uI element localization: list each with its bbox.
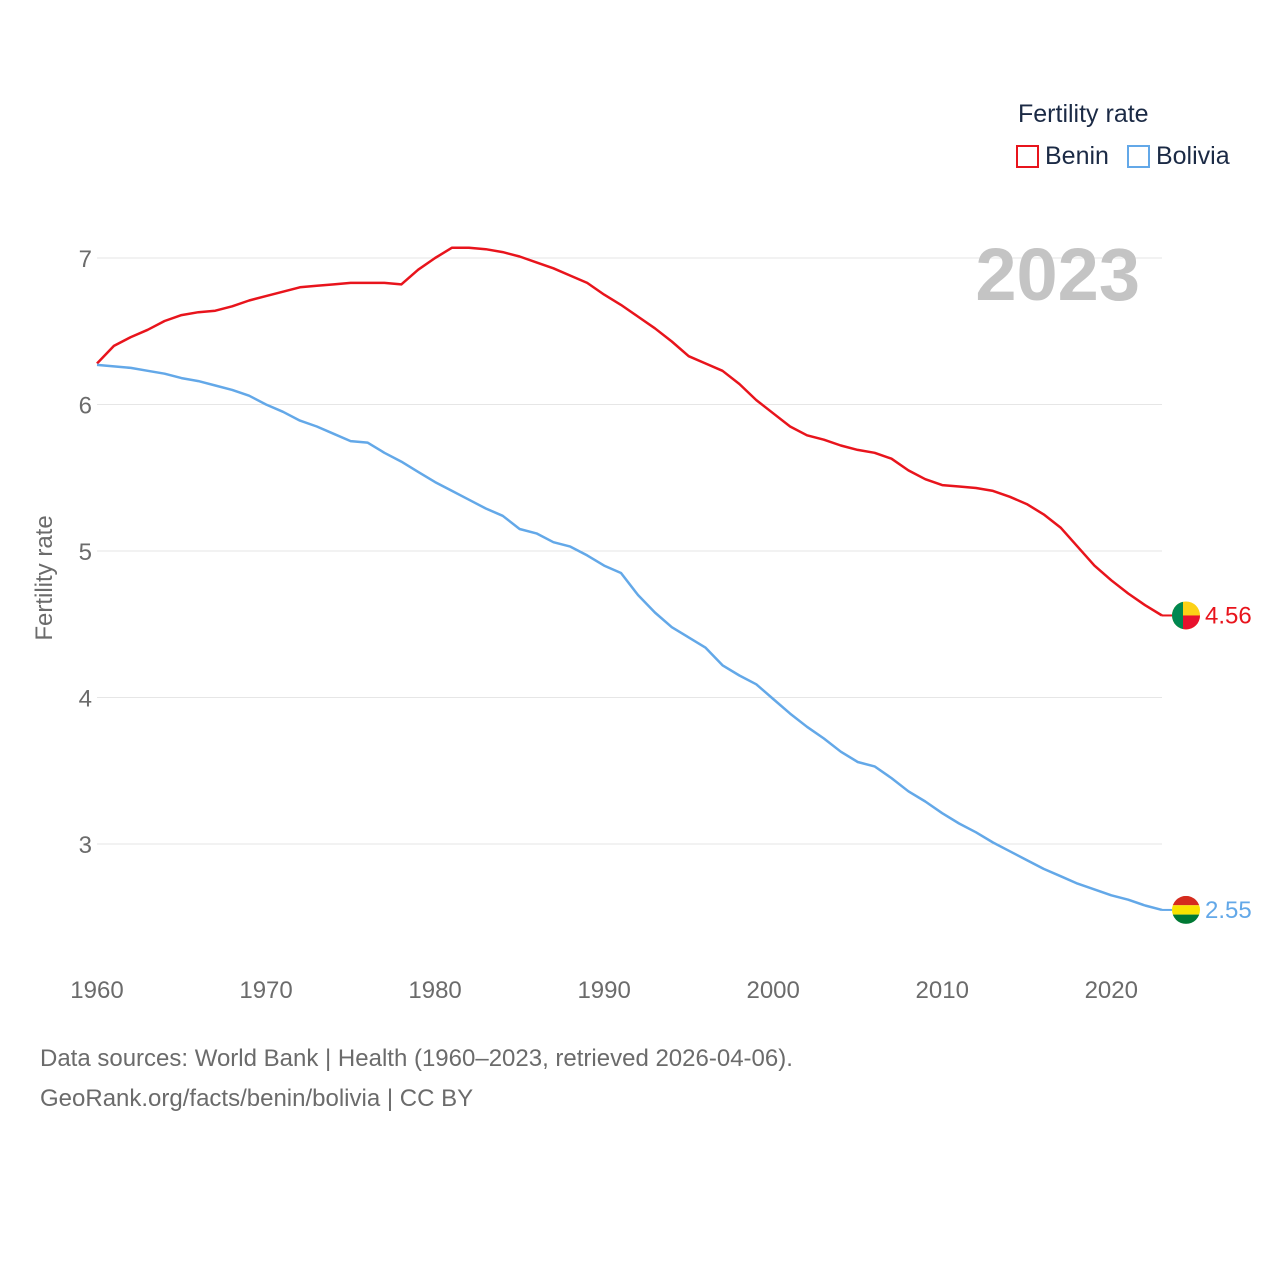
end-markers: 4.56 2.55 — [1162, 601, 1252, 924]
x-tick-1960: 1960 — [70, 977, 123, 1004]
series-line-benin — [96, 246, 1163, 617]
source-link[interactable]: GeoRank.org/facts/benin/bolivia | CC BY — [40, 1085, 474, 1112]
x-tick-1970: 1970 — [239, 977, 292, 1004]
flag-bolivia — [1172, 895, 1200, 924]
legend-title: Fertility rate — [1018, 100, 1149, 128]
x-tick-2000: 2000 — [746, 977, 799, 1004]
legend-label-benin: Benin — [1045, 142, 1109, 170]
flag-benin — [1172, 601, 1200, 630]
grid-lines — [97, 257, 1162, 845]
source-line: Data sources: World Bank | Health (1960–… — [40, 1045, 793, 1072]
legend-swatch-bolivia — [1126, 145, 1150, 168]
flag-benin-green — [1172, 601, 1183, 630]
x-tick-labels: 1960 1970 1980 1990 2000 2010 2020 — [70, 977, 1138, 1004]
x-tick-2010: 2010 — [916, 977, 969, 1004]
x-tick-1980: 1980 — [408, 977, 461, 1004]
x-tick-1990: 1990 — [577, 977, 630, 1004]
legend-label-bolivia: Bolivia — [1155, 142, 1230, 170]
legend-swatch-benin — [1016, 145, 1039, 168]
y-axis-label: Fertility rate — [31, 515, 58, 640]
y-tick-labels: 3 4 5 6 7 — [79, 246, 92, 859]
series-line-bolivia — [96, 363, 1163, 912]
y-tick-5: 5 — [79, 539, 92, 566]
legend: Benin Bolivia — [1016, 142, 1248, 171]
end-value-label-bolivia: 2.55 — [1205, 897, 1252, 924]
y-tick-3: 3 — [79, 832, 92, 859]
series-group — [96, 246, 1163, 912]
flag-bolivia-yellow — [1172, 905, 1200, 915]
y-tick-6: 6 — [79, 393, 92, 420]
y-tick-4: 4 — [79, 686, 92, 713]
flag-bolivia-red — [1172, 895, 1200, 906]
year-overlay: 2023 — [975, 233, 1140, 316]
end-value-label-benin: 4.56 — [1205, 602, 1252, 629]
x-tick-2020: 2020 — [1085, 977, 1138, 1004]
legend-item-bolivia[interactable]: Bolivia — [1126, 142, 1230, 171]
flag-bolivia-green — [1172, 914, 1200, 924]
legend-item-benin[interactable]: Benin — [1016, 142, 1109, 171]
y-tick-7: 7 — [79, 246, 92, 273]
